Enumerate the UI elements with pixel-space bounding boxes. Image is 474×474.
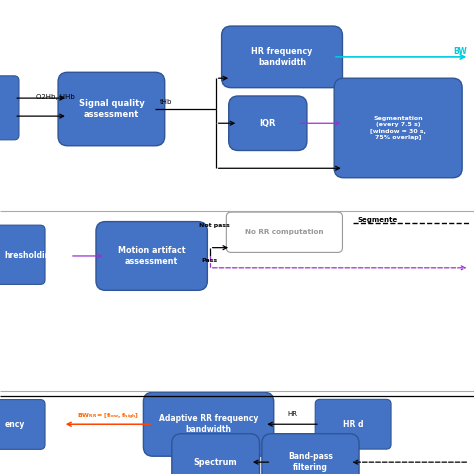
FancyBboxPatch shape — [315, 399, 391, 449]
Text: Signal quality
assessment: Signal quality assessment — [79, 99, 144, 119]
FancyBboxPatch shape — [96, 222, 207, 290]
Text: No RR computation: No RR computation — [245, 229, 324, 235]
Text: HR frequency
bandwidth: HR frequency bandwidth — [251, 47, 313, 67]
FancyBboxPatch shape — [0, 400, 45, 449]
FancyBboxPatch shape — [221, 26, 342, 88]
Text: Adaptive RR frequency
bandwidth: Adaptive RR frequency bandwidth — [159, 414, 258, 434]
Text: BW: BW — [453, 47, 467, 55]
Text: O2Hb, HHb: O2Hb, HHb — [36, 94, 74, 100]
FancyBboxPatch shape — [58, 72, 164, 146]
FancyBboxPatch shape — [172, 434, 259, 474]
FancyBboxPatch shape — [226, 212, 342, 252]
Text: HR d: HR d — [343, 420, 364, 428]
FancyBboxPatch shape — [143, 392, 273, 456]
Text: IQR: IQR — [260, 119, 276, 128]
Text: Motion artifact
assessment: Motion artifact assessment — [118, 246, 185, 266]
Text: tHb: tHb — [160, 99, 173, 105]
Text: Band-pass
filtering: Band-pass filtering — [288, 452, 333, 472]
FancyBboxPatch shape — [0, 76, 19, 140]
Text: Pass: Pass — [201, 258, 218, 263]
Text: ency: ency — [5, 420, 25, 428]
FancyBboxPatch shape — [228, 96, 307, 151]
Text: hresholding: hresholding — [5, 252, 56, 260]
Text: Segmentation
(every 7.5 s)
[window = 30 s,
75% overlap]: Segmentation (every 7.5 s) [window = 30 … — [370, 116, 426, 140]
FancyBboxPatch shape — [334, 78, 462, 178]
FancyBboxPatch shape — [0, 225, 45, 284]
Text: Spectrum: Spectrum — [194, 458, 237, 466]
Text: Segmente: Segmente — [358, 218, 398, 223]
FancyBboxPatch shape — [262, 434, 359, 474]
Text: $\mathbf{BW_{RR}=[f_{low},f_{high}]}$: $\mathbf{BW_{RR}=[f_{low},f_{high}]}$ — [77, 411, 139, 422]
Text: HR: HR — [287, 411, 297, 417]
Text: Not pass: Not pass — [199, 222, 230, 228]
